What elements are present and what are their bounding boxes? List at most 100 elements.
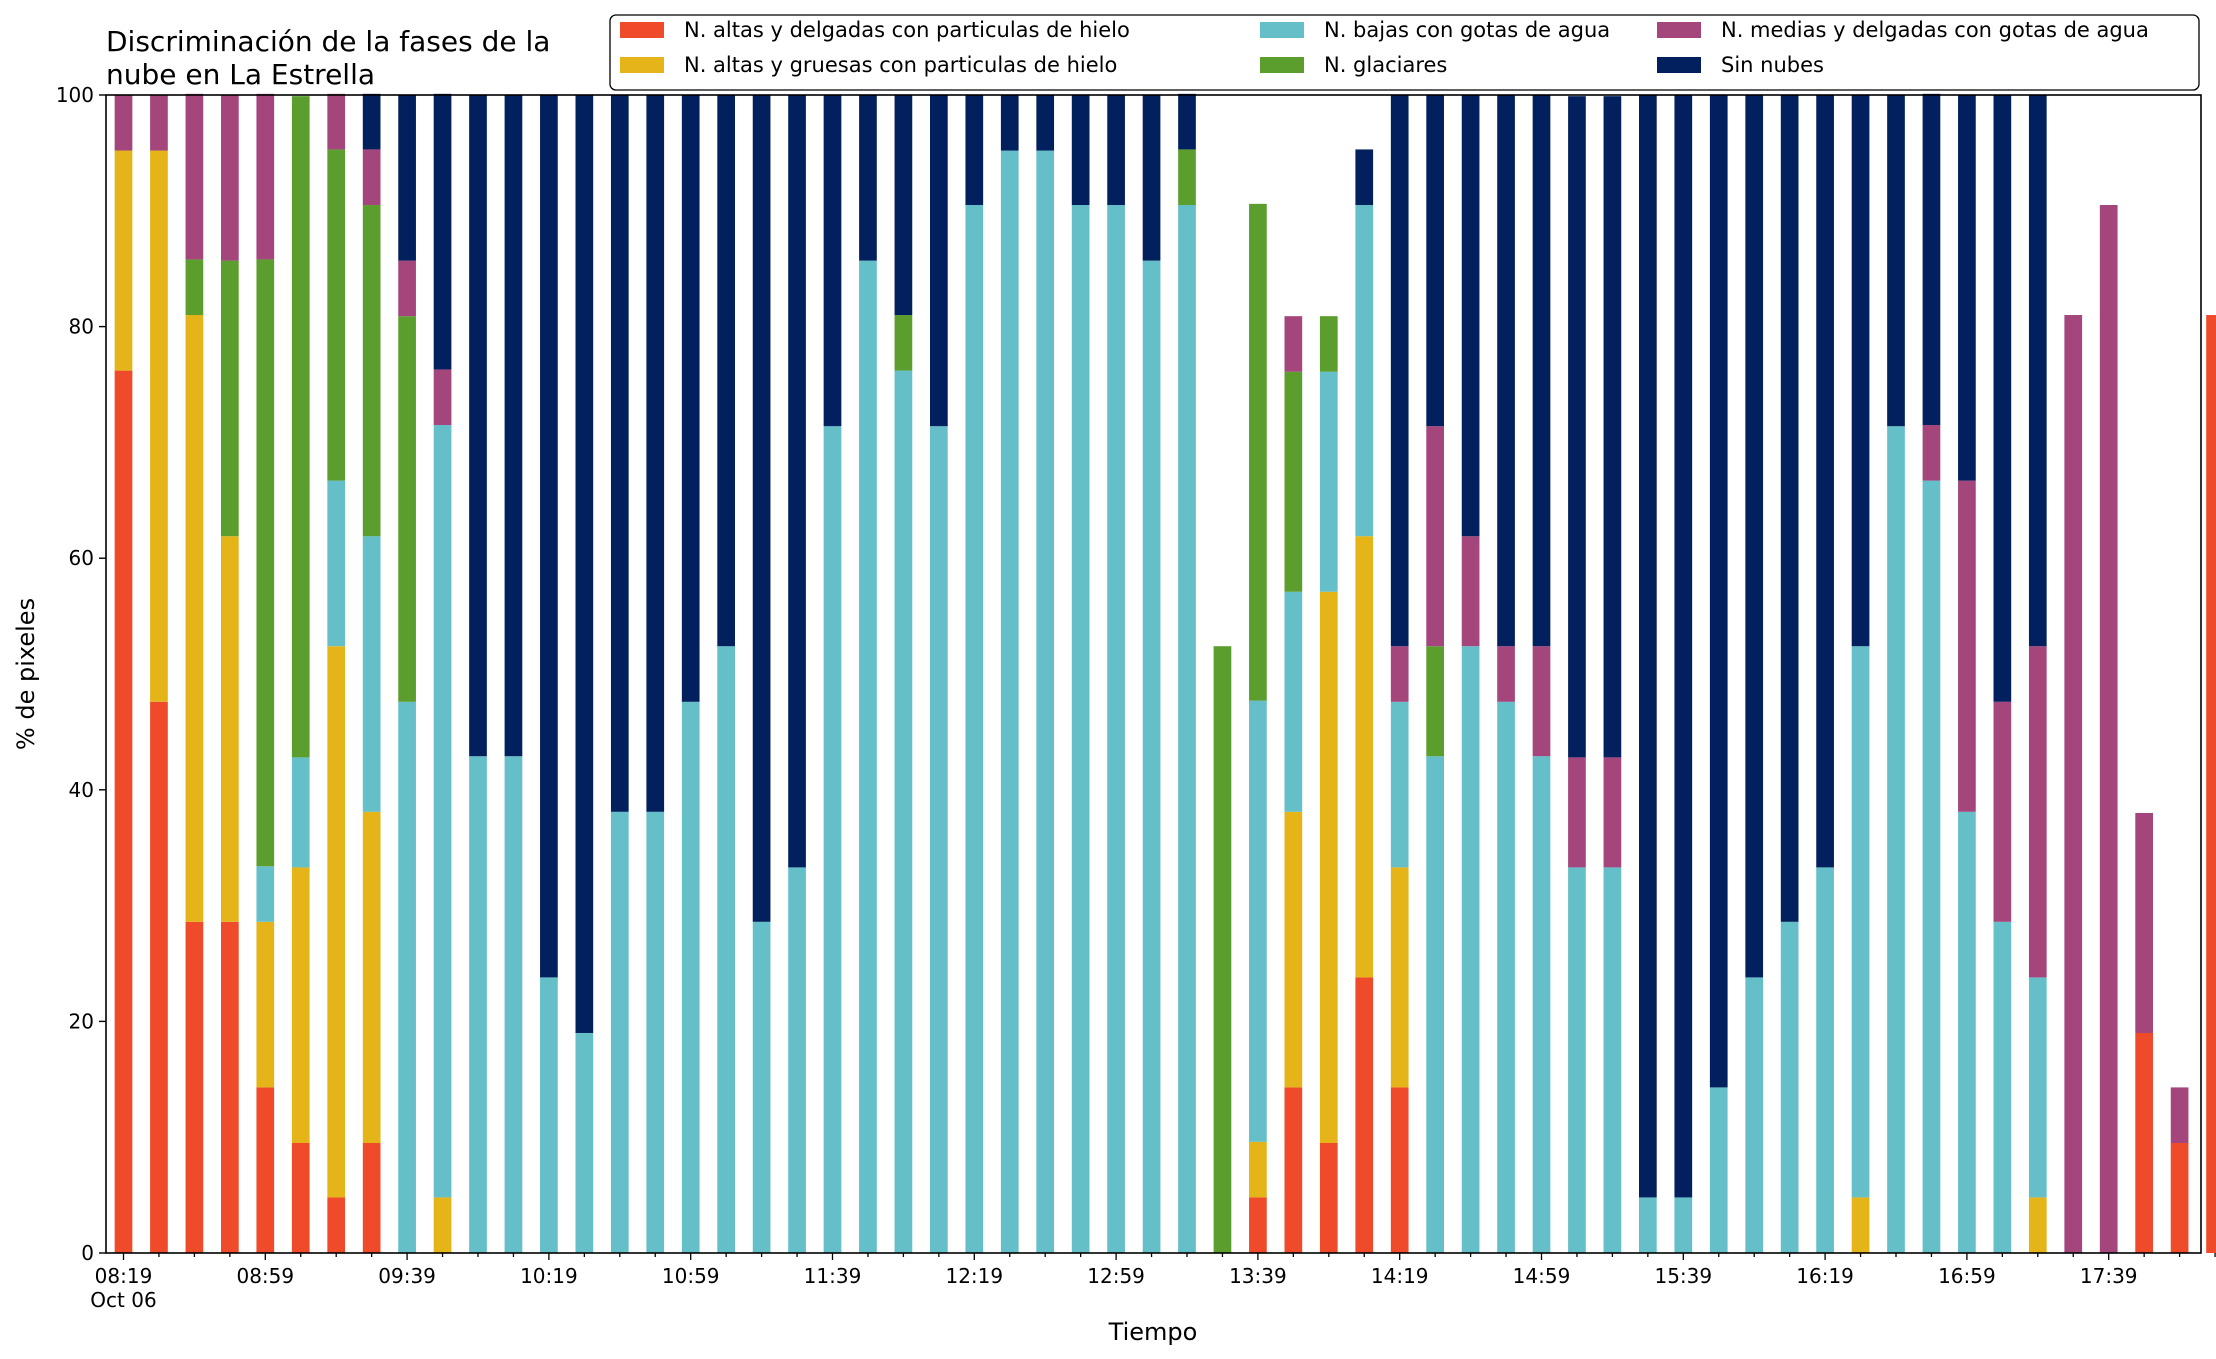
legend-swatch [620,22,664,38]
bar-segment [1390,95,1409,647]
bar-segment [1213,646,1232,1253]
bar-segment [1887,426,1905,1253]
bar-segment [1319,591,1338,1143]
bar-segment [2028,1197,2047,1253]
x-tick-label: 14:19 [1371,1264,1429,1288]
legend-swatch [620,57,664,73]
x-tick-label: 10:59 [662,1264,720,1288]
bar-segment [1036,150,1055,1254]
bar-segment [540,95,558,978]
bar-segment [1426,426,1444,647]
bar-segment [1426,95,1444,427]
bar-segment [221,95,239,261]
y-tick-label: 60 [69,546,94,570]
bar-segment [2064,315,2083,1253]
bar-segment [1816,867,1834,1253]
bar-segment [291,757,310,868]
bar-segment [1319,1142,1338,1253]
bar-segment [1745,977,1764,1253]
bar-segment [610,95,629,812]
bars-layer [114,93,2216,1254]
bar-segment [1851,95,1870,647]
bar-segment [1036,95,1055,151]
bar-segment [1639,1197,1657,1253]
bar-segment [1851,646,1870,1198]
bar-segment [1709,1087,1728,1253]
bar-segment [1993,701,2012,922]
bar-segment [1249,1141,1267,1198]
bar-segment [859,260,877,1254]
bar-segment [291,867,310,1143]
bar-segment [469,95,487,757]
bar-segment [2135,812,2153,1033]
bar-segment [256,259,275,867]
bar-segment [1178,149,1196,206]
bar-segment [221,536,239,922]
x-tick-label: 08:59 [236,1264,294,1288]
bar-segment [504,756,523,1253]
x-tick-label: 16:59 [1938,1264,1996,1288]
bar-segment [646,811,665,1253]
bar-segment [1532,95,1551,647]
bar-segment [114,370,133,1254]
bar-segment [1922,425,1941,481]
bar-segment [398,701,416,1253]
bar-segment [1000,95,1019,151]
bar-segment [398,95,416,261]
legend-label: N. altas y delgadas con particulas de hi… [684,18,1130,42]
y-axis: 0 20 40 60 80 100 [56,83,106,1265]
bar-segment [2135,1032,2153,1253]
bar-segment [185,315,204,922]
bar-segment [433,1197,452,1253]
bar-segment [1071,205,1090,1253]
bar-segment [788,867,806,1253]
bar-segment [788,95,806,868]
bar-segment [1355,536,1374,978]
x-tick-label: 17:39 [2080,1264,2138,1288]
bar-segment [1497,646,1515,702]
bar-segment [221,921,239,1253]
y-tick-label: 20 [69,1009,94,1033]
bar-segment [256,93,275,260]
x-tick-label: 15:39 [1654,1264,1712,1288]
bar-segment [823,95,842,427]
bar-segment [504,95,523,757]
legend-swatch [1657,57,1701,73]
bar-segment [1319,371,1338,592]
bar-segment [150,150,168,702]
bar-segment [859,95,877,261]
x-tick-label: 14:59 [1513,1264,1571,1288]
bar-segment [646,95,665,812]
bar-segment [1709,95,1728,1088]
bar-segment [1390,867,1409,1088]
bar-segment [433,369,452,426]
bar-segment [1851,1197,1870,1253]
bar-segment [1249,203,1267,701]
bar-segment [398,260,416,317]
bar-segment [752,95,771,922]
x-tick-label: 16:19 [1796,1264,1854,1288]
bar-segment [291,1142,310,1253]
bar-segment [575,95,594,1033]
bar-segment [327,1197,346,1253]
y-axis-label: % de pixeles [12,598,40,750]
legend-label: N. altas y gruesas con particulas de hie… [684,53,1117,77]
legend-item: N. glaciares [1260,53,1447,77]
bar-segment [681,701,700,1253]
bar-segment [291,96,310,758]
bar-segment [1107,95,1125,206]
bar-segment [717,646,735,1253]
bar-segment [1107,205,1125,1253]
y-tick-label: 40 [69,778,94,802]
bar-segment [540,977,558,1253]
bar-segment [256,1087,275,1253]
bar-segment [717,95,735,647]
bar-segment [114,150,133,371]
bar-segment [2170,1142,2189,1253]
bar-segment [752,921,771,1253]
bar-segment [1461,536,1480,647]
bar-segment [1178,205,1196,1253]
bar-segment [1284,591,1303,812]
legend-label: N. medias y delgadas con gotas de agua [1721,18,2149,42]
